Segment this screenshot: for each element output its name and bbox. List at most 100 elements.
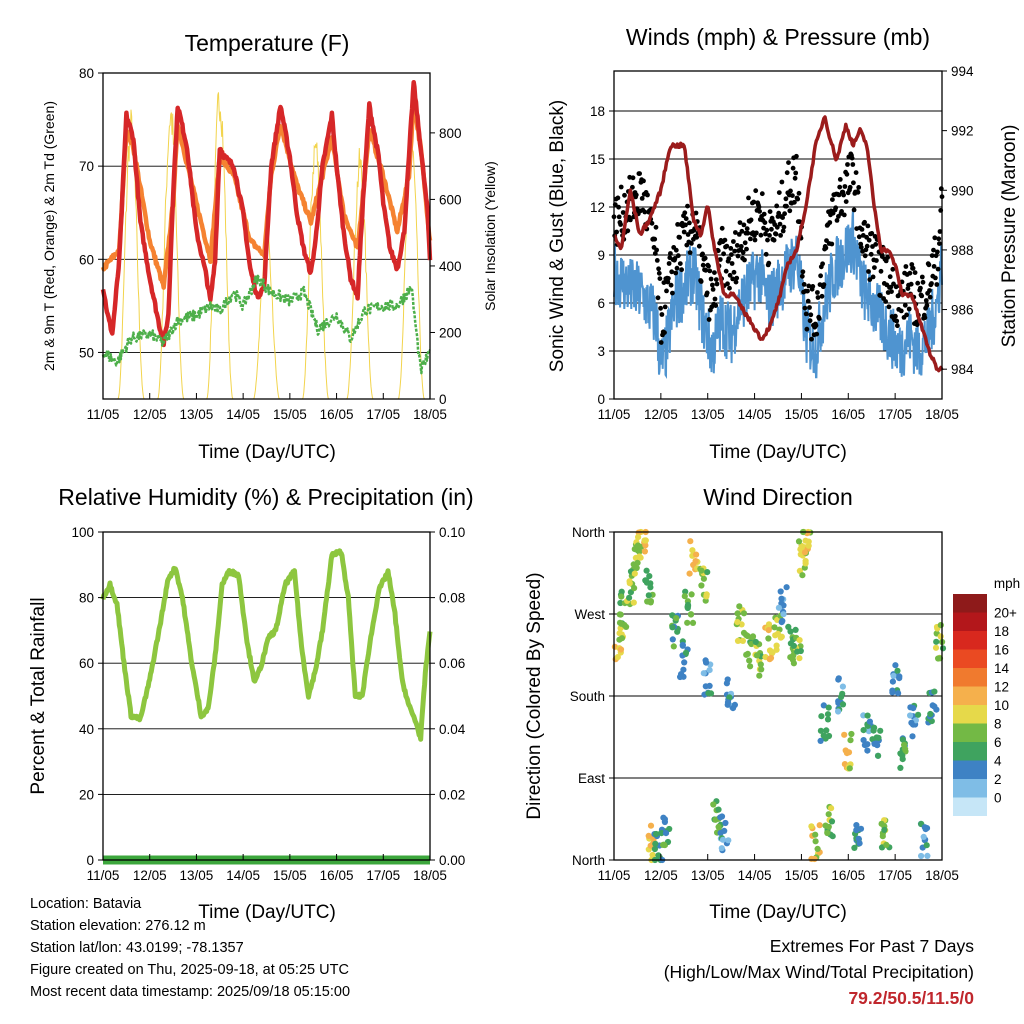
gust-point xyxy=(844,171,850,177)
gust-point xyxy=(637,171,642,177)
y2-tick-label: 0.06 xyxy=(439,656,465,671)
y2-tick-label: 0.10 xyxy=(439,525,465,540)
gust-point xyxy=(800,269,806,275)
gust-point xyxy=(762,220,768,226)
direction-point xyxy=(792,626,799,634)
legend-label: 14 xyxy=(994,661,1010,676)
direction-point xyxy=(932,644,940,651)
gust-point xyxy=(649,220,655,226)
direction-point xyxy=(812,838,819,845)
x-tick-label: 14/05 xyxy=(226,868,260,883)
gust-point xyxy=(849,155,855,161)
direction-point xyxy=(630,561,637,568)
gust-point xyxy=(810,284,816,289)
gust-point xyxy=(878,268,884,274)
direction-point xyxy=(824,829,831,837)
gust-point xyxy=(820,261,825,267)
gust-point xyxy=(707,268,713,274)
direction-point xyxy=(841,731,848,738)
direction-point xyxy=(670,643,677,650)
x-tick-label: 11/05 xyxy=(598,868,631,883)
direction-point xyxy=(704,569,711,576)
direction-point xyxy=(851,844,858,852)
solar-insolation-peak xyxy=(346,147,374,400)
legend-label: 10 xyxy=(994,698,1009,713)
gust-point xyxy=(633,192,639,198)
gust-point xyxy=(865,223,871,229)
gust-point xyxy=(786,160,791,166)
y-tick-label: 40 xyxy=(79,722,94,737)
gust-point xyxy=(784,203,789,209)
direction-point xyxy=(715,823,722,831)
direction-point xyxy=(651,845,659,853)
direction-point xyxy=(618,588,625,595)
gust-point xyxy=(915,280,921,286)
gust-point xyxy=(703,267,709,273)
gust-point xyxy=(681,229,687,235)
direction-point xyxy=(866,718,874,725)
gust-point xyxy=(769,226,774,232)
gust-point xyxy=(780,215,785,221)
gust-point xyxy=(877,293,883,298)
y2-tick-label: 984 xyxy=(951,362,974,377)
gust-point xyxy=(696,243,702,249)
gust-point xyxy=(923,298,929,303)
direction-point xyxy=(721,827,728,835)
gust-point xyxy=(628,217,633,223)
direction-point xyxy=(630,599,637,606)
legend-swatch xyxy=(953,742,987,761)
direction-point xyxy=(747,663,754,670)
x-tick-label: 17/05 xyxy=(878,868,912,883)
direction-point xyxy=(752,638,759,646)
gust-point xyxy=(858,244,864,250)
gust-point xyxy=(906,306,912,312)
direction-point xyxy=(865,728,873,735)
direction-point xyxy=(684,603,691,610)
x-tick-label: 15/05 xyxy=(273,868,307,883)
gust-point xyxy=(682,210,688,216)
x-tick-label: 18/05 xyxy=(413,868,447,883)
legend-swatch xyxy=(953,779,987,798)
gust-point xyxy=(864,243,870,249)
direction-point xyxy=(722,819,729,827)
direction-point xyxy=(765,627,772,634)
gust-point xyxy=(833,205,839,211)
humidity-y-ticks: 0 20 40 60 80 100 xyxy=(71,525,103,868)
winds-y2-ticks: 984 986 988 990 992 994 xyxy=(942,64,974,377)
direction-point xyxy=(682,649,690,656)
gust-point xyxy=(741,222,747,228)
gust-point xyxy=(859,227,865,232)
direction-point xyxy=(687,611,695,618)
gust-point xyxy=(622,192,627,198)
direction-point xyxy=(861,742,869,749)
direction-point xyxy=(933,638,940,645)
direction-point xyxy=(899,752,906,759)
humidity-ylabel: Percent & Total Rainfall xyxy=(28,597,49,794)
legend-swatch xyxy=(953,612,987,631)
direction-point xyxy=(825,811,832,818)
gust-point xyxy=(889,289,894,294)
gust-point xyxy=(734,243,740,248)
station-latlon: Station lat/lon: 43.0199; -78.1357 xyxy=(30,940,244,956)
gust-point xyxy=(803,311,809,317)
y-tick-label: 100 xyxy=(71,525,94,540)
direction-point xyxy=(871,740,878,748)
gust-point xyxy=(903,264,909,269)
direction-point xyxy=(846,765,853,772)
gust-point xyxy=(867,277,873,282)
gust-point xyxy=(763,231,768,237)
gust-point xyxy=(735,253,741,259)
direction-point xyxy=(848,730,855,738)
gust-point xyxy=(885,255,890,260)
y-tick-label: 50 xyxy=(79,345,94,360)
direction-point xyxy=(703,659,710,666)
gust-point xyxy=(799,273,805,279)
gust-point xyxy=(851,207,857,213)
y-tick-label: 9 xyxy=(597,248,605,263)
gust-point xyxy=(731,239,736,244)
gust-point xyxy=(729,261,735,266)
gust-point xyxy=(937,229,943,234)
gust-point xyxy=(779,179,785,185)
x-tick-label: 16/05 xyxy=(831,868,865,883)
dewpoint-2m-line xyxy=(101,273,431,375)
